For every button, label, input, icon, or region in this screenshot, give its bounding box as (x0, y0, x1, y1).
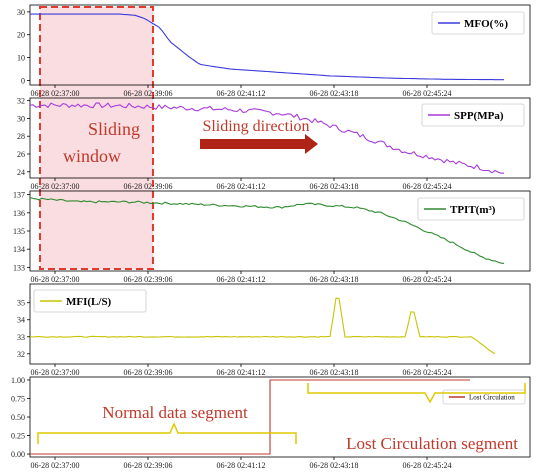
y-tick-label: 34 (17, 316, 25, 325)
x-tick-label: 06-28 02:43:18 (309, 89, 358, 98)
x-tick-label: 06-28 02:37:00 (30, 89, 79, 98)
legend-label-lost: Lost Circulation (469, 394, 515, 402)
y-tick-label: 1.00 (11, 376, 25, 385)
series-line-spp (29, 102, 505, 174)
y-tick-label: 0.75 (11, 394, 25, 403)
x-tick-label: 06-28 02:41:12 (216, 275, 265, 284)
x-tick-label: 06-28 02:37:00 (30, 461, 79, 470)
panel-tpit: 133 134 135 136 137 06-28 02:37:00 06-28 02:39… (13, 190, 531, 284)
x-tick-label: 06-28 02:43:18 (309, 182, 358, 191)
legend-box-tpit (417, 197, 525, 221)
x-tick-label: 06-28 02:41:12 (216, 368, 265, 377)
x-tick-label: 06-28 02:41:12 (216, 461, 265, 470)
legend-label-mfo: MFO(%) (464, 18, 508, 30)
x-tick-label: 06-28 02:39:06 (123, 368, 172, 377)
x-tick-label: 06-28 02:37:00 (30, 368, 79, 377)
normal-segment-label: Normal data segment (102, 403, 248, 422)
series-line-lost (30, 379, 470, 455)
x-tick-label: 06-28 02:45:24 (402, 275, 451, 284)
normal-segment-brace (37, 422, 297, 444)
axes-frame-spp (29, 97, 531, 179)
y-tick-label: 10 (17, 54, 25, 63)
panel-lost: 0.00 0.25 0.50 0.75 1.00 06-28 02:37:00 06-28 … (11, 376, 531, 470)
y-tick-label: 26 (17, 150, 25, 159)
y-tick-label: 0.25 (11, 432, 25, 441)
sliding-window-label-2: window (63, 146, 121, 166)
x-tick-label: 06-28 02:43:18 (309, 461, 358, 470)
x-tick-label: 06-28 02:37:00 (30, 182, 79, 191)
y-tick-label: 28 (17, 132, 25, 141)
legend-label-mfi: MFI(L/S) (66, 296, 112, 308)
y-tick-label: 32 (17, 350, 25, 359)
x-tick-label: 06-28 02:45:24 (402, 182, 451, 191)
y-tick-label: 136 (13, 209, 25, 218)
y-tick-label: 30 (17, 8, 25, 17)
legend-box-spp (421, 103, 525, 127)
series-line-tpit (29, 196, 505, 264)
sliding-direction-arrow (200, 134, 318, 154)
panel-spp: 24 26 28 30 32 06-28 02:37:00 06-28 02:39:06 06… (17, 97, 531, 191)
legend-label-tpit: TPIT(m³) (450, 204, 496, 216)
sliding-window-label-1: Sliding (88, 119, 140, 139)
y-tick-label: 30 (17, 114, 25, 123)
x-tick-label: 06-28 02:43:18 (309, 275, 358, 284)
x-tick-label: 06-28 02:43:18 (309, 368, 358, 377)
lost-segment-brace (307, 383, 526, 404)
sliding-direction-label: Sliding direction (202, 118, 309, 135)
y-tick-label: 35 (17, 299, 25, 308)
x-tick-label: 06-28 02:41:12 (216, 182, 265, 191)
y-tick-label: 32 (17, 97, 25, 106)
y-tick-label: 33 (17, 333, 25, 342)
x-tick-label: 06-28 02:45:24 (402, 89, 451, 98)
x-tick-label: 06-28 02:39:06 (123, 89, 172, 98)
y-tick-label: 0.00 (11, 450, 25, 459)
axes-frame-mfo (29, 4, 531, 86)
lost-segment-label: Lost Circulation segment (346, 434, 518, 453)
series-line-mfi (29, 297, 496, 355)
panel-mfi: 32 33 34 35 06-28 02:37:00 06-28 02:39:06 06-2… (17, 283, 531, 377)
x-tick-label: 06-28 02:39:06 (123, 275, 172, 284)
y-tick-label: 135 (13, 227, 25, 236)
legend-box-mfi (33, 289, 147, 313)
x-tick-label: 06-28 02:41:12 (216, 89, 265, 98)
y-tick-label: 0.50 (11, 413, 25, 422)
sliding-window-fill (40, 7, 153, 269)
y-tick-label: 134 (13, 245, 25, 254)
y-tick-label: 24 (17, 168, 25, 177)
y-tick-label: 137 (13, 191, 25, 200)
sliding-window-border (39, 6, 154, 270)
legend-box-mfo (431, 11, 525, 35)
x-tick-label: 06-28 02:45:24 (402, 461, 451, 470)
x-tick-label: 06-28 02:39:06 (123, 182, 172, 191)
y-tick-label: 133 (13, 263, 25, 272)
legend-label-spp: SPP(MPa) (454, 110, 504, 122)
x-tick-label: 06-28 02:45:24 (402, 368, 451, 377)
panel-mfo: 0 10 20 30 06-28 02:37:00 06-28 02:39:06 06-28… (17, 4, 531, 98)
x-tick-label: 06-28 02:39:06 (123, 461, 172, 470)
x-tick-label: 06-28 02:37:00 (30, 275, 79, 284)
y-tick-label: 0 (21, 76, 25, 85)
axes-frame-mfi (29, 283, 531, 365)
y-tick-label: 20 (17, 31, 25, 40)
series-line-mfo (30, 13, 504, 81)
